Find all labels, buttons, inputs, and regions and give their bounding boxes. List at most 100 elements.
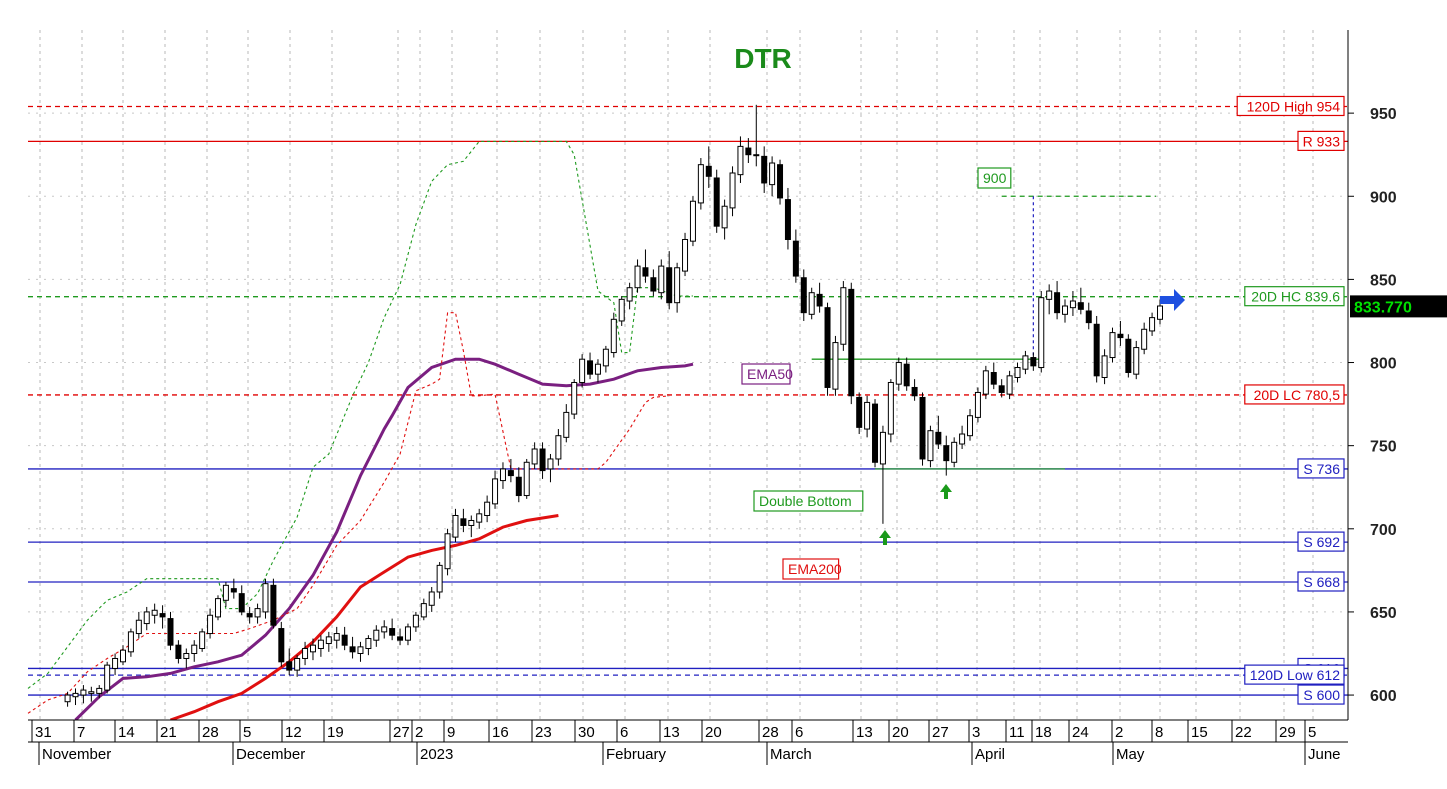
candle-body-46 xyxy=(428,591,435,606)
candle-body-133 xyxy=(1117,333,1124,339)
candle-body-13 xyxy=(167,618,174,646)
candle-body-28 xyxy=(286,661,293,671)
candle-body-11 xyxy=(151,609,158,616)
candle-body-80 xyxy=(697,164,704,204)
candle-body-120 xyxy=(1014,367,1021,378)
candle-body-73 xyxy=(642,267,649,277)
candle-body-84 xyxy=(729,172,736,209)
candle-body-45 xyxy=(420,603,427,618)
candle-body-93 xyxy=(800,277,807,314)
y-tick-label-850: 850 xyxy=(1370,272,1397,289)
x-tick-label-4: 28 xyxy=(202,724,219,741)
candle-body-15 xyxy=(183,652,190,659)
candle-body-90 xyxy=(777,164,784,199)
candle-body-79 xyxy=(689,200,696,242)
candle-body-78 xyxy=(682,238,689,272)
candles xyxy=(64,104,1163,707)
candle-body-57 xyxy=(515,476,522,497)
y-tick-label-900: 900 xyxy=(1370,189,1397,206)
candle-body-103 xyxy=(879,431,886,465)
candle-body-100 xyxy=(856,396,863,428)
candle-body-58 xyxy=(523,461,530,497)
candle-body-10 xyxy=(143,611,150,625)
indicator-lines xyxy=(27,140,1157,722)
candle-body-77 xyxy=(674,267,681,304)
candle-body-110 xyxy=(935,431,942,445)
candle-body-25 xyxy=(262,583,269,613)
candle-body-32 xyxy=(317,639,324,650)
candle-body-86 xyxy=(745,147,752,156)
x-tick-label-20: 20 xyxy=(892,724,909,741)
candle-body-136 xyxy=(1141,328,1148,350)
candle-body-88 xyxy=(761,155,768,184)
level-label-2: 20D HC 839.6 xyxy=(1251,289,1340,305)
candle-body-81 xyxy=(705,165,712,177)
level-label-0: 120D High 954 xyxy=(1247,98,1341,114)
x-tick-label-0: 31 xyxy=(35,724,52,741)
candle-body-104 xyxy=(887,381,894,435)
x-tick-label-1: 7 xyxy=(77,724,85,741)
target-900-label-box xyxy=(977,167,1012,189)
annotations: 900 EMA50 EMA200 Double Bottom xyxy=(741,167,1185,580)
candle-body-23 xyxy=(246,613,253,618)
ema200-label-box xyxy=(782,558,840,580)
candle-body-64 xyxy=(571,381,578,415)
level-label-box-8 xyxy=(1244,664,1345,685)
x-tick-label-25: 24 xyxy=(1072,724,1089,741)
x-tick-label-5: 5 xyxy=(243,724,251,741)
candle-body-61 xyxy=(547,458,554,470)
candle-body-135 xyxy=(1133,347,1140,375)
candle-body-56 xyxy=(507,470,514,477)
candle-body-83 xyxy=(721,205,728,229)
candle-body-101 xyxy=(864,401,871,430)
candle-body-122 xyxy=(1030,357,1037,367)
candle-body-47 xyxy=(436,564,443,593)
candle-body-60 xyxy=(539,448,546,472)
candle-body-113 xyxy=(959,433,966,445)
candle-body-38 xyxy=(365,638,372,650)
candle-body-8 xyxy=(127,631,134,653)
candle-body-124 xyxy=(1046,290,1053,300)
level-label-1: R 933 xyxy=(1303,133,1341,149)
candle-body-107 xyxy=(911,386,918,397)
candle-body-62 xyxy=(555,435,562,460)
candle-body-111 xyxy=(943,445,950,462)
candle-body-109 xyxy=(927,430,934,462)
month-label-1: December xyxy=(236,746,305,763)
month-label-3: February xyxy=(606,746,667,763)
x-tick-label-3: 21 xyxy=(160,724,177,741)
level-label-8: 120D Low 612 xyxy=(1250,667,1341,683)
level-label-box-6 xyxy=(1297,571,1345,592)
candle-body-105 xyxy=(895,362,902,385)
candle-body-14 xyxy=(175,644,182,659)
candle-body-106 xyxy=(903,363,910,387)
x-tick-label-14: 6 xyxy=(620,724,628,741)
y-tick-label-800: 800 xyxy=(1370,356,1397,373)
chart-title: DTR xyxy=(734,43,792,74)
candle-body-127 xyxy=(1069,300,1076,309)
month-label-6: May xyxy=(1116,746,1145,763)
x-tick-label-29: 22 xyxy=(1235,724,1252,741)
candle-body-129 xyxy=(1085,310,1092,324)
candle-body-0 xyxy=(64,694,71,703)
candle-body-40 xyxy=(381,626,388,633)
up-arrow-2 xyxy=(940,484,952,499)
candle-body-130 xyxy=(1093,323,1100,377)
level-label-box-2 xyxy=(1244,286,1345,307)
candle-body-96 xyxy=(824,307,831,388)
candle-body-125 xyxy=(1054,292,1061,314)
series-line-2 xyxy=(27,140,693,689)
x-tick-label-26: 2 xyxy=(1115,724,1123,741)
candle-body-112 xyxy=(951,441,958,463)
candle-body-92 xyxy=(792,240,799,277)
plot-background xyxy=(28,30,1348,720)
current-price-label: 833.770 xyxy=(1354,299,1412,316)
candle-body-67 xyxy=(594,363,601,375)
y-tick-label-950: 950 xyxy=(1370,106,1397,123)
level-label-box-9 xyxy=(1297,684,1345,705)
candle-body-21 xyxy=(230,588,237,593)
candle-body-72 xyxy=(634,265,641,289)
candle-body-36 xyxy=(349,646,356,653)
candle-body-20 xyxy=(222,584,229,601)
candle-body-12 xyxy=(159,613,166,618)
